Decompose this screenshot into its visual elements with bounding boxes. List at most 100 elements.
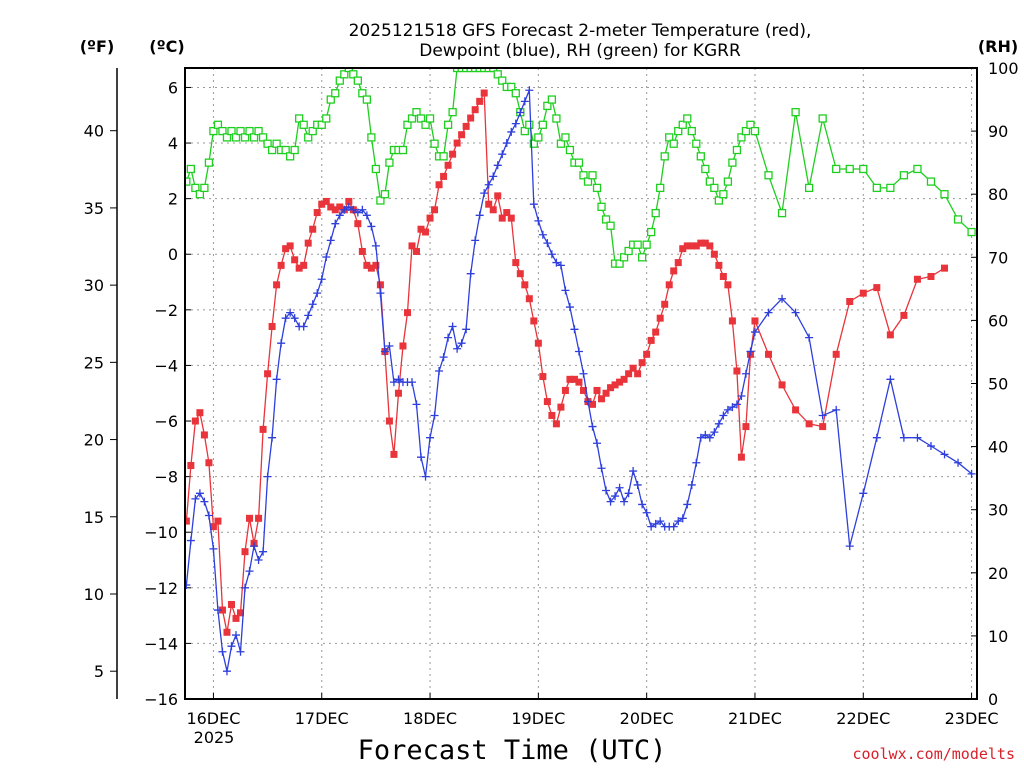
temperature-point: [489, 206, 497, 214]
temperature-point: [674, 259, 682, 267]
series: [185, 68, 976, 676]
dewpoint-point: [493, 161, 502, 170]
relative-humidity-point: [412, 108, 421, 117]
relative-humidity-point: [940, 190, 949, 199]
temperature-point: [304, 239, 312, 247]
relative-humidity-point: [299, 120, 308, 129]
relative-humidity-point: [358, 89, 367, 98]
relative-humidity-point: [750, 126, 760, 136]
rh-tick-label: 80: [988, 185, 1008, 204]
temperature-point: [422, 228, 430, 236]
fahrenheit-tick-label: 40: [84, 122, 104, 141]
dewpoint-point: [620, 497, 629, 506]
dewpoint-point: [453, 344, 462, 353]
temperature-point: [394, 389, 402, 397]
relative-humidity-point: [249, 133, 259, 142]
fahrenheit-tick-label: 10: [84, 585, 104, 604]
dewpoint-point: [313, 289, 322, 298]
relative-humidity-point: [683, 114, 692, 123]
temperature-point: [643, 350, 651, 358]
dewpoint-point: [367, 222, 376, 231]
temperature-point: [273, 281, 281, 289]
temperature-point: [589, 400, 597, 408]
dewpoint-point: [886, 375, 895, 384]
rh-tick-label: 30: [988, 501, 1008, 520]
temperature-point: [322, 197, 330, 205]
relative-humidity-point: [953, 215, 963, 224]
temperature-point: [832, 350, 840, 358]
relative-humidity-point: [416, 114, 426, 123]
relative-humidity-point: [583, 177, 593, 186]
dewpoint-point: [498, 150, 507, 159]
relative-humidity-point: [777, 208, 787, 218]
dewpoint-point: [304, 311, 313, 320]
relative-humidity-point: [678, 120, 687, 129]
dewpoint-point: [349, 205, 358, 214]
temperature-point: [214, 517, 222, 525]
dewpoint-point: [507, 127, 516, 136]
dewpoint-point: [859, 489, 868, 498]
dewpoint-point: [250, 542, 259, 551]
temperature-point: [372, 261, 380, 269]
dewpoint-point: [818, 411, 827, 420]
dewpoint-point: [611, 492, 620, 501]
temperature-point: [241, 548, 249, 556]
dewpoint-point: [435, 366, 444, 375]
x-tick-label: 22DEC: [836, 709, 890, 728]
temperature-point: [417, 225, 425, 233]
relative-humidity-point: [705, 177, 714, 186]
temperature-point: [408, 242, 416, 250]
dewpoint-point: [245, 567, 254, 576]
dewpoint-point: [457, 339, 466, 348]
relative-humidity-point: [439, 152, 448, 161]
temperature-point: [318, 200, 326, 208]
relative-humidity-point: [362, 95, 372, 104]
relative-humidity-point: [344, 68, 353, 73]
dewpoint-point: [534, 216, 543, 225]
rh-tick-label: 50: [988, 375, 1008, 394]
celsius-axis-unit: (ºC): [149, 37, 184, 56]
dewpoint-point: [344, 202, 353, 211]
relative-humidity-point: [236, 126, 245, 136]
dewpoint-point: [326, 236, 335, 245]
relative-humidity-point: [597, 202, 606, 211]
temperature-point: [638, 359, 646, 367]
dewpoint-point: [674, 517, 683, 526]
relative-humidity-point: [498, 76, 507, 85]
relative-humidity-point: [281, 145, 290, 155]
celsius-tick-label: −8: [154, 468, 178, 487]
dewpoint-point: [764, 308, 773, 317]
relative-humidity-point: [209, 126, 218, 136]
temperature-point: [471, 106, 479, 114]
x-tick-label: 19DEC: [511, 709, 565, 728]
temperature-point: [200, 431, 208, 439]
dewpoint-point: [353, 208, 362, 217]
relative-humidity-point: [475, 68, 484, 73]
dewpoint-point: [556, 261, 565, 270]
relative-humidity-point: [710, 183, 719, 193]
rh-tick-label: 90: [988, 122, 1008, 141]
relative-humidity-point: [859, 164, 868, 174]
dewpoint-point: [412, 400, 421, 409]
relative-humidity-point: [696, 152, 705, 161]
dewpoint-point: [430, 411, 439, 420]
temperature-point: [255, 514, 263, 522]
temperature-point: [503, 209, 511, 217]
temperature-point: [665, 281, 673, 289]
temperature-point: [683, 242, 691, 250]
temperature-point: [453, 139, 461, 147]
dewpoint-point: [335, 211, 344, 220]
relative-humidity-point: [511, 89, 520, 98]
relative-humidity-point: [263, 139, 272, 148]
dewpoint-point: [340, 205, 349, 214]
relative-humidity-point: [258, 133, 268, 142]
relative-humidity-point: [619, 253, 629, 262]
temperature-point: [435, 181, 443, 189]
dewpoint-point: [466, 269, 475, 278]
dewpoint-point: [642, 508, 651, 517]
temperature-point: [733, 367, 741, 375]
dewpoint-point: [872, 433, 881, 442]
dewpoint-point: [322, 253, 331, 262]
temperature-point: [530, 317, 538, 325]
temperature-point: [927, 272, 935, 280]
